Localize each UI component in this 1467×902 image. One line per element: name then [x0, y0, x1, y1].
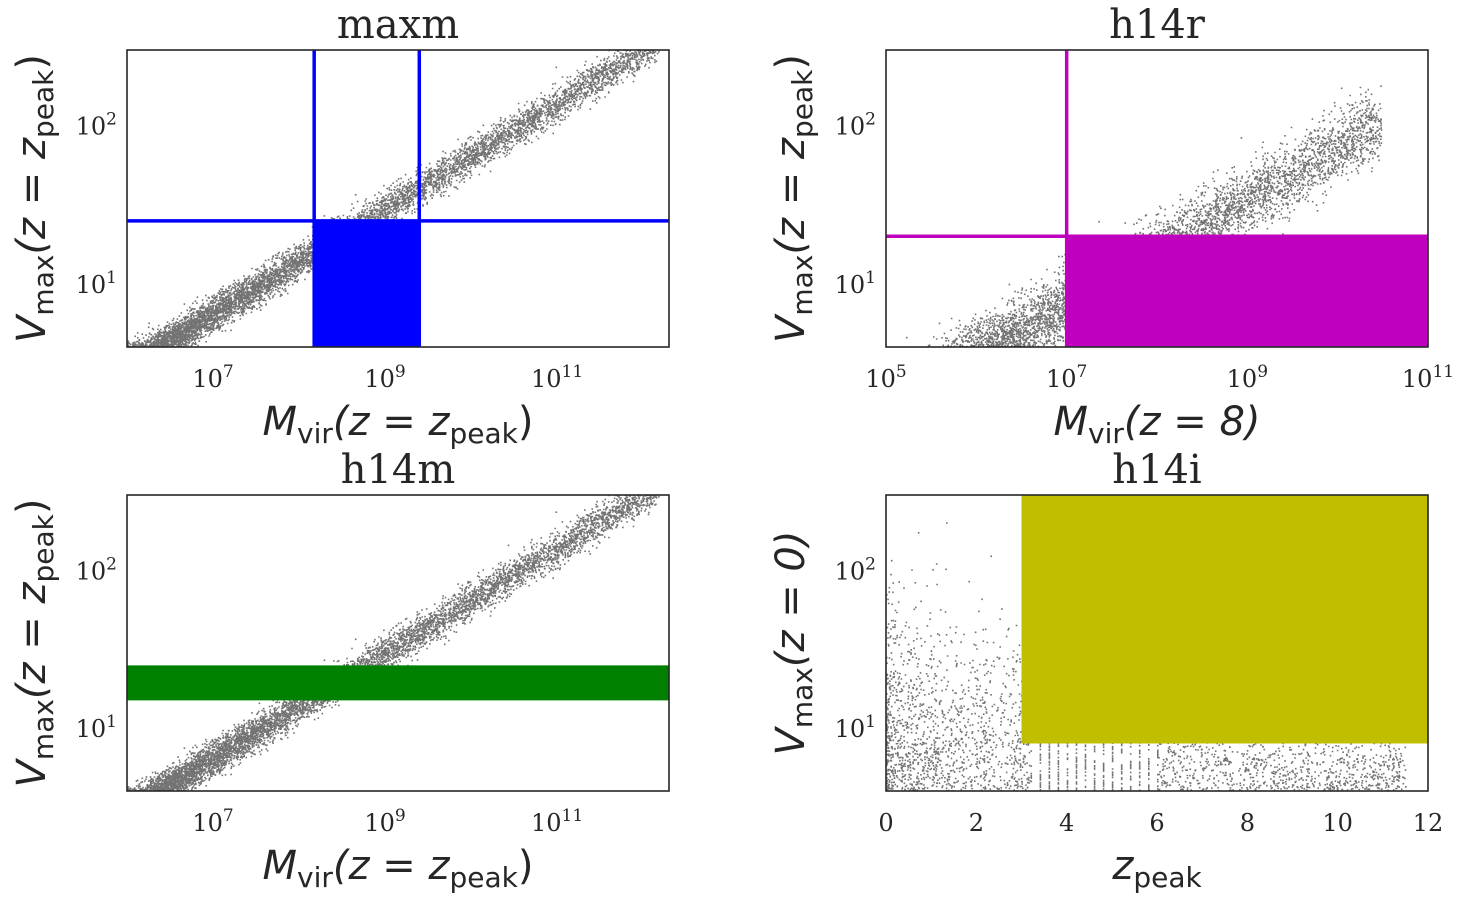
- x-tick-label: 0: [878, 809, 893, 837]
- x-axis-label: Mvir(z = zpeak): [263, 399, 534, 450]
- x-tick-label: 109: [1227, 362, 1268, 393]
- x-tick-label: 109: [364, 806, 405, 837]
- panel-maxm: maxm 107 109 1011 101 102 Mvir(z = zpeak) Vmax(…: [9, 2, 670, 450]
- y-tick-label: 102: [76, 554, 117, 585]
- plot-area: [886, 495, 1428, 791]
- selection-region: [1021, 495, 1428, 744]
- y-axis-label: Vmax(z = zpeak): [768, 54, 819, 343]
- x-axis-label: zpeak: [1111, 843, 1202, 894]
- panel-title: h14r: [1109, 2, 1206, 48]
- y-tick-label: 102: [835, 554, 876, 585]
- axes-frame: [885, 494, 1429, 792]
- axes-frame: [885, 49, 1429, 348]
- selection-region: [127, 665, 669, 701]
- plot-area: [886, 50, 1428, 347]
- selection-region: [1066, 236, 1428, 347]
- x-tick-label: 2: [969, 809, 984, 837]
- x-tick-label: 1011: [1402, 362, 1454, 393]
- y-tick-label: 101: [76, 268, 117, 299]
- panel-h14m: h14m 107 109 1011 101 102 Mvir(z = zpeak) Vmax(…: [9, 447, 670, 894]
- x-tick-label: 107: [192, 806, 233, 837]
- y-axis-label: Vmax(z = zpeak): [9, 54, 60, 343]
- y-axis-label: Vmax(z = zpeak): [9, 499, 60, 788]
- selection-region: [314, 220, 420, 347]
- x-tick-label: 4: [1059, 809, 1074, 837]
- axes-frame: [126, 49, 670, 348]
- scatter-points: [127, 495, 660, 791]
- plot-area: [127, 50, 669, 347]
- scatter-points: [127, 50, 660, 347]
- plot-area: [127, 495, 669, 791]
- panel-h14i: h14i 0 2 4 6 8 10 12 101 102 zpeak Vmax(z = 0): [768, 447, 1443, 894]
- y-tick-label: 102: [76, 110, 117, 141]
- x-tick-label: 6: [1149, 809, 1164, 837]
- panel-h14r: h14r 105 107 109 1011 101 102 Mvir(z = 8) Vmax(z…: [768, 2, 1454, 450]
- y-tick-label: 102: [835, 110, 876, 141]
- x-tick-label: 8: [1240, 809, 1255, 837]
- y-tick-label: 101: [835, 268, 876, 299]
- x-axis-label: Mvir(z = zpeak): [263, 843, 534, 894]
- x-tick-label: 107: [1046, 362, 1087, 393]
- x-axis-label: Mvir(z = 8): [1054, 399, 1261, 450]
- axes-frame: [126, 494, 670, 792]
- scatter-points: [886, 522, 1407, 791]
- x-tick-label: 1011: [531, 806, 583, 837]
- panel-title: h14m: [341, 447, 456, 493]
- x-tick-label: 109: [364, 362, 405, 393]
- x-tick-label: 10: [1322, 809, 1353, 837]
- y-tick-label: 101: [835, 712, 876, 743]
- panel-title: maxm: [337, 2, 459, 48]
- x-tick-label: 1011: [531, 362, 583, 393]
- x-tick-label: 12: [1413, 809, 1444, 837]
- x-tick-label: 107: [192, 362, 233, 393]
- y-axis-label: Vmax(z = 0): [768, 531, 819, 756]
- x-tick-label: 105: [865, 362, 906, 393]
- y-tick-label: 101: [76, 712, 117, 743]
- panel-title: h14i: [1112, 447, 1201, 493]
